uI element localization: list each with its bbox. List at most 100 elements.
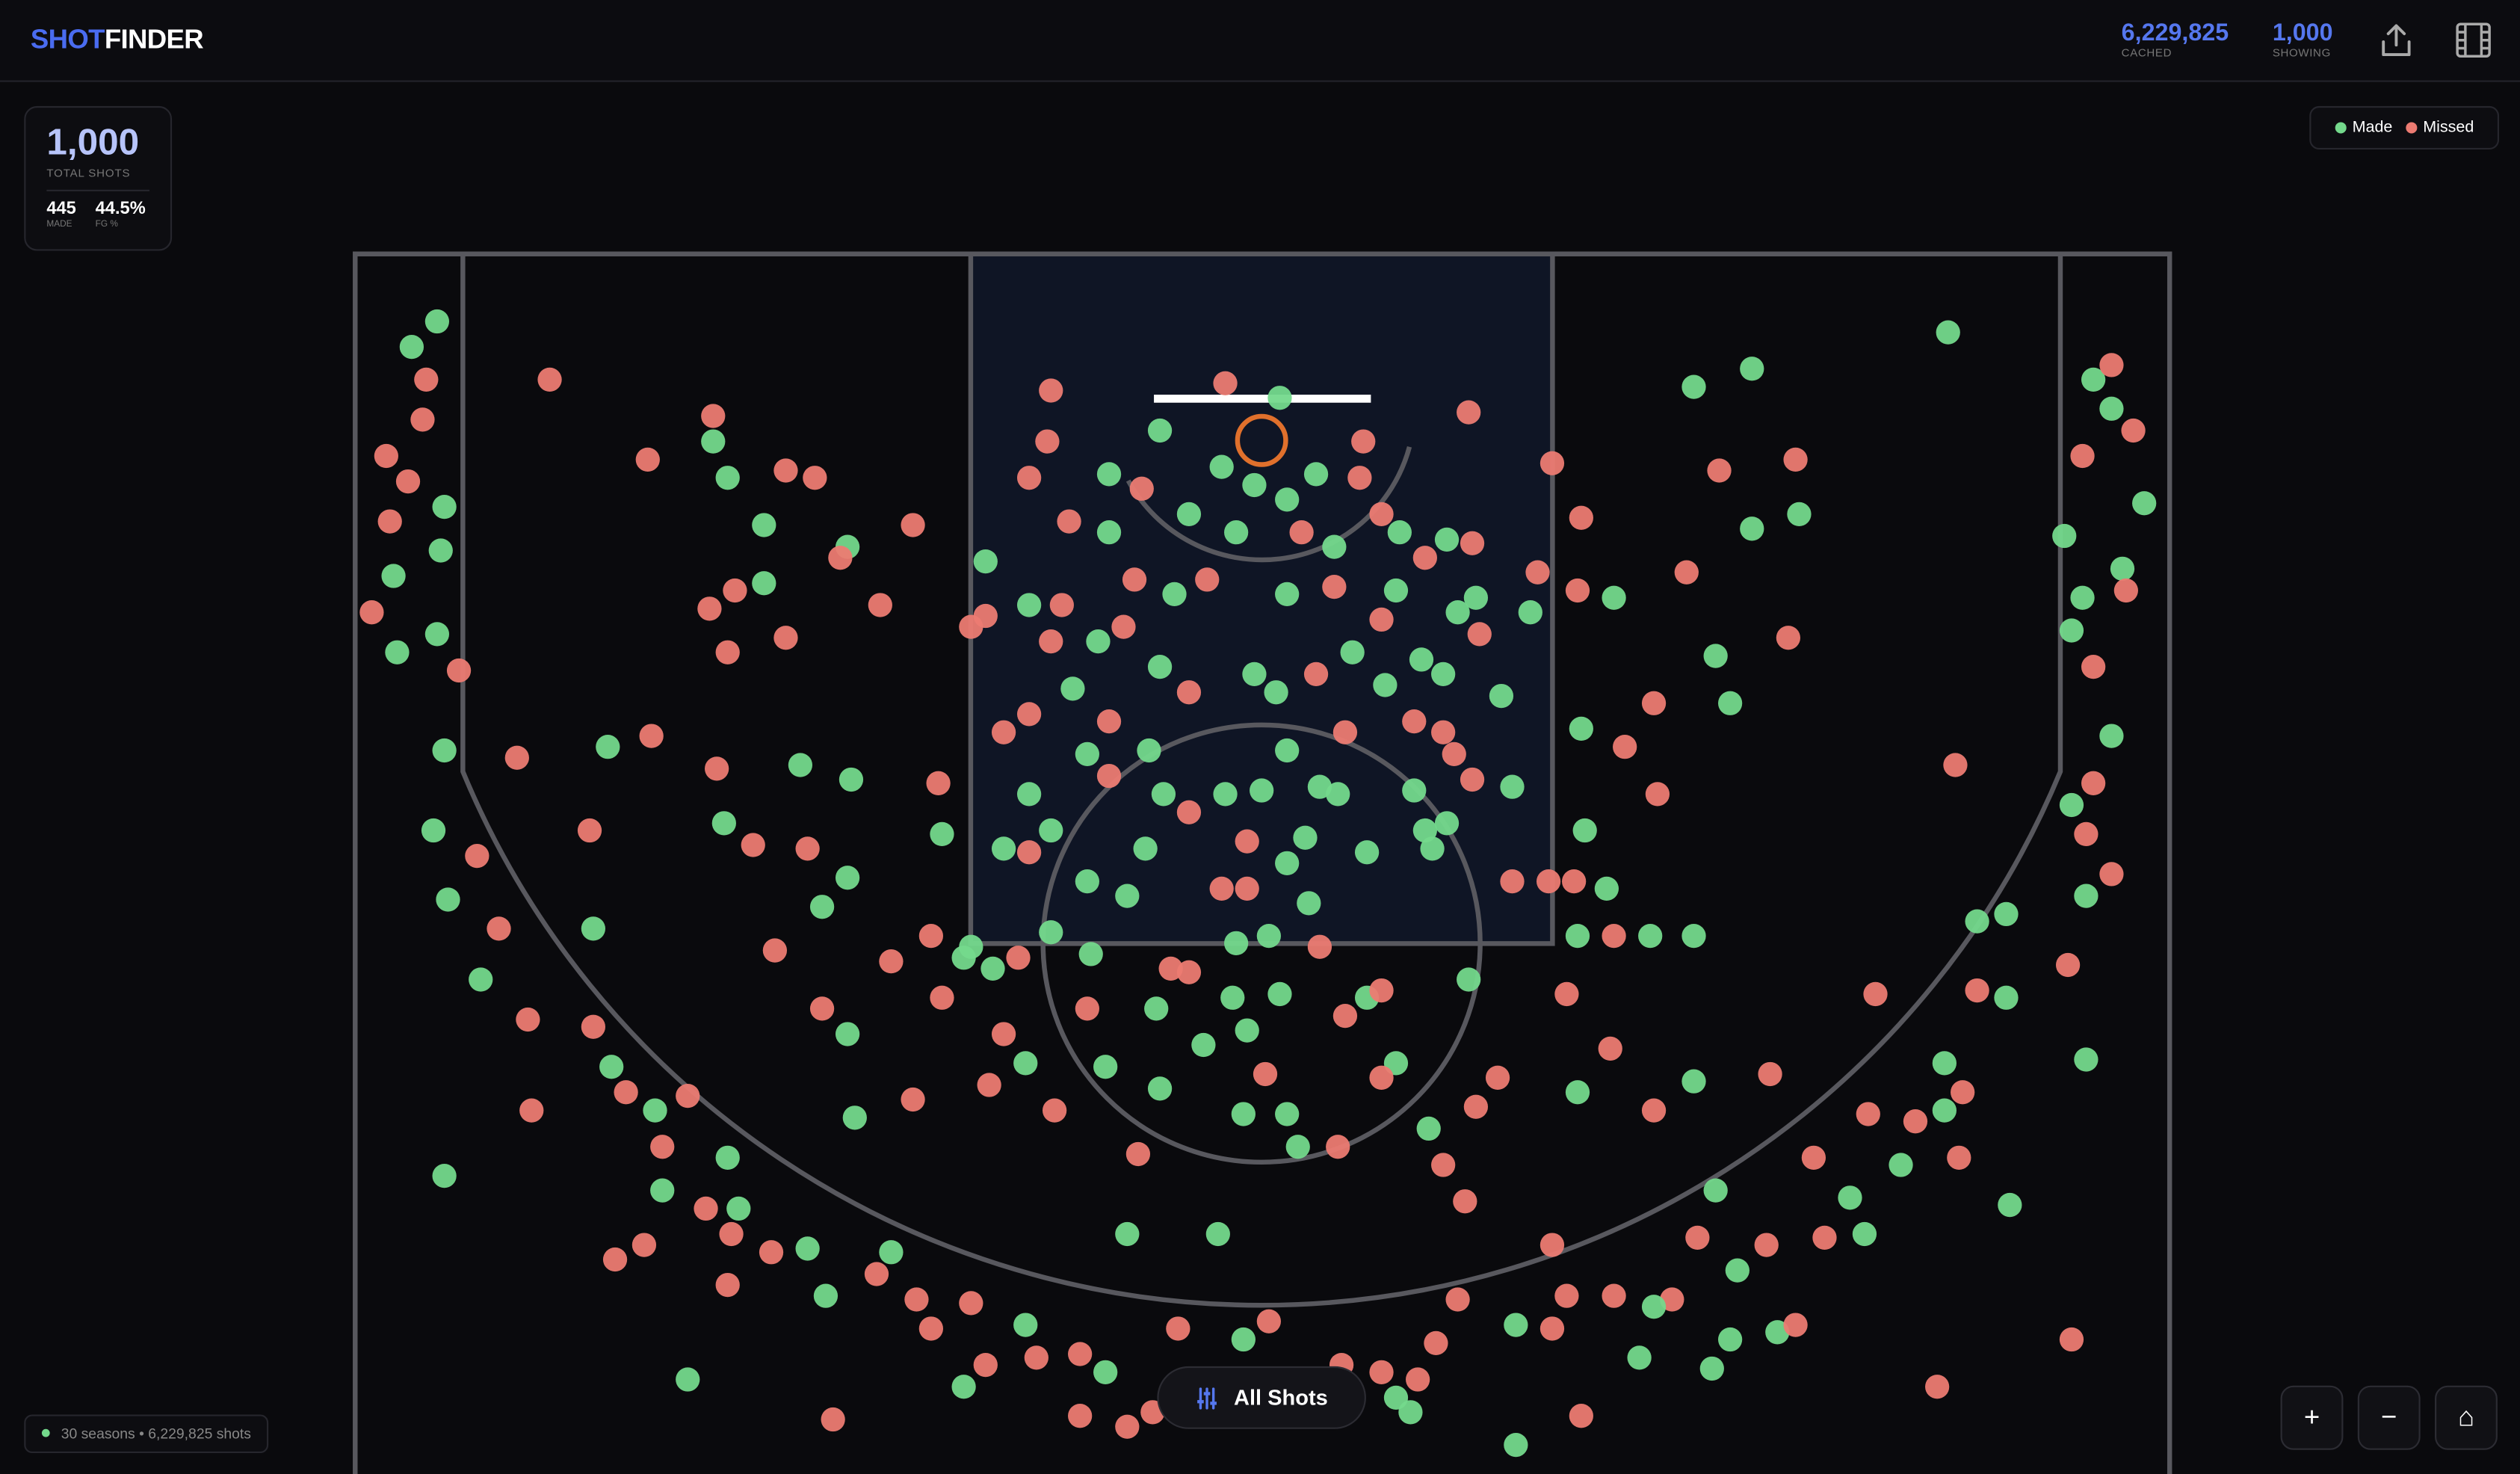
shot[interactable]: [504, 745, 529, 770]
shot[interactable]: [537, 367, 562, 392]
shot[interactable]: [1275, 738, 1300, 763]
shot[interactable]: [1776, 626, 1801, 650]
shot[interactable]: [1387, 520, 1412, 545]
shot[interactable]: [1195, 567, 1220, 592]
shot[interactable]: [1445, 600, 1470, 625]
shot[interactable]: [1096, 462, 1122, 487]
shot[interactable]: [773, 458, 798, 483]
shot[interactable]: [1039, 920, 1063, 945]
shot[interactable]: [1998, 1192, 2022, 1218]
shot[interactable]: [2099, 396, 2124, 421]
shot[interactable]: [2070, 443, 2095, 469]
shot[interactable]: [1013, 1313, 1038, 1337]
shot[interactable]: [879, 949, 904, 974]
shot[interactable]: [1096, 520, 1122, 545]
shot[interactable]: [1235, 1018, 1259, 1043]
brand[interactable]: SHOTFINDER: [31, 24, 204, 56]
shot[interactable]: [719, 1221, 744, 1247]
shot[interactable]: [2055, 952, 2081, 978]
shot[interactable]: [432, 1164, 457, 1188]
shot[interactable]: [1703, 1178, 1728, 1203]
shot[interactable]: [1220, 985, 1245, 1010]
shot[interactable]: [1434, 811, 1460, 836]
shot[interactable]: [1125, 1141, 1151, 1167]
shot[interactable]: [835, 866, 860, 890]
legend-item[interactable]: Missed: [2405, 119, 2474, 137]
shot[interactable]: [1166, 1316, 1190, 1341]
shot[interactable]: [1754, 1233, 1779, 1257]
shot[interactable]: [951, 1375, 976, 1399]
shot[interactable]: [1158, 956, 1183, 981]
shot[interactable]: [904, 1287, 929, 1312]
shot[interactable]: [2113, 578, 2138, 603]
shot[interactable]: [1504, 1432, 1528, 1458]
shot[interactable]: [741, 833, 765, 857]
shot[interactable]: [701, 429, 726, 454]
shot[interactable]: [2081, 367, 2106, 392]
shot[interactable]: [762, 938, 788, 963]
shot[interactable]: [1925, 1375, 1950, 1399]
shot[interactable]: [1740, 357, 1764, 381]
shot[interactable]: [421, 818, 446, 843]
shot[interactable]: [1347, 466, 1372, 490]
shot[interactable]: [1717, 1327, 1743, 1352]
shot[interactable]: [1332, 1003, 1358, 1029]
shot[interactable]: [2074, 884, 2099, 908]
shot[interactable]: [991, 836, 1016, 861]
shot[interactable]: [1903, 1109, 1928, 1134]
shot[interactable]: [1565, 923, 1590, 949]
shot[interactable]: [1176, 960, 1202, 984]
shot[interactable]: [1176, 800, 1202, 824]
shot[interactable]: [1409, 647, 1434, 672]
shot[interactable]: [410, 407, 435, 432]
shot[interactable]: [1078, 942, 1103, 966]
shot[interactable]: [1627, 1345, 1652, 1370]
shot[interactable]: [1725, 1258, 1750, 1283]
shot[interactable]: [901, 513, 925, 537]
shot[interactable]: [1340, 640, 1365, 664]
shot[interactable]: [2070, 585, 2095, 610]
shot[interactable]: [1994, 901, 2019, 927]
shot[interactable]: [1602, 1283, 1626, 1308]
shot[interactable]: [1457, 967, 1481, 992]
shot[interactable]: [1369, 502, 1394, 526]
shot[interactable]: [759, 1240, 784, 1265]
shot[interactable]: [1307, 774, 1332, 799]
shot[interactable]: [2059, 1327, 2084, 1352]
shot[interactable]: [694, 1196, 718, 1221]
shot[interactable]: [839, 767, 864, 792]
shot[interactable]: [1460, 767, 1485, 792]
shot[interactable]: [1554, 981, 1579, 1007]
shot[interactable]: [1681, 923, 1706, 949]
shot[interactable]: [1540, 451, 1565, 475]
shot[interactable]: [1402, 778, 1427, 803]
shot[interactable]: [1250, 778, 1274, 803]
shot[interactable]: [1943, 753, 1968, 777]
shot[interactable]: [715, 1145, 740, 1170]
shot[interactable]: [395, 469, 421, 494]
shot[interactable]: [1235, 829, 1259, 854]
shot[interactable]: [752, 513, 776, 537]
shot[interactable]: [424, 622, 450, 647]
shot[interactable]: [973, 1352, 998, 1378]
shot[interactable]: [711, 811, 736, 836]
shot[interactable]: [446, 658, 472, 683]
shot[interactable]: [1275, 851, 1300, 875]
shot[interactable]: [614, 1080, 638, 1105]
shot[interactable]: [1147, 655, 1173, 679]
shot[interactable]: [639, 724, 664, 748]
shot[interactable]: [1235, 876, 1259, 901]
shot[interactable]: [432, 738, 457, 763]
shot[interactable]: [1285, 1135, 1310, 1159]
shot[interactable]: [1765, 1320, 1790, 1345]
shot[interactable]: [1699, 1356, 1724, 1381]
shot[interactable]: [715, 1272, 740, 1298]
shot[interactable]: [1965, 978, 1989, 1003]
shot[interactable]: [385, 640, 410, 664]
shot[interactable]: [1162, 582, 1187, 606]
shot[interactable]: [821, 1407, 845, 1432]
shot[interactable]: [1932, 1098, 1957, 1123]
shot[interactable]: [1445, 1287, 1470, 1312]
shot[interactable]: [1147, 418, 1173, 443]
shot[interactable]: [1412, 818, 1437, 843]
